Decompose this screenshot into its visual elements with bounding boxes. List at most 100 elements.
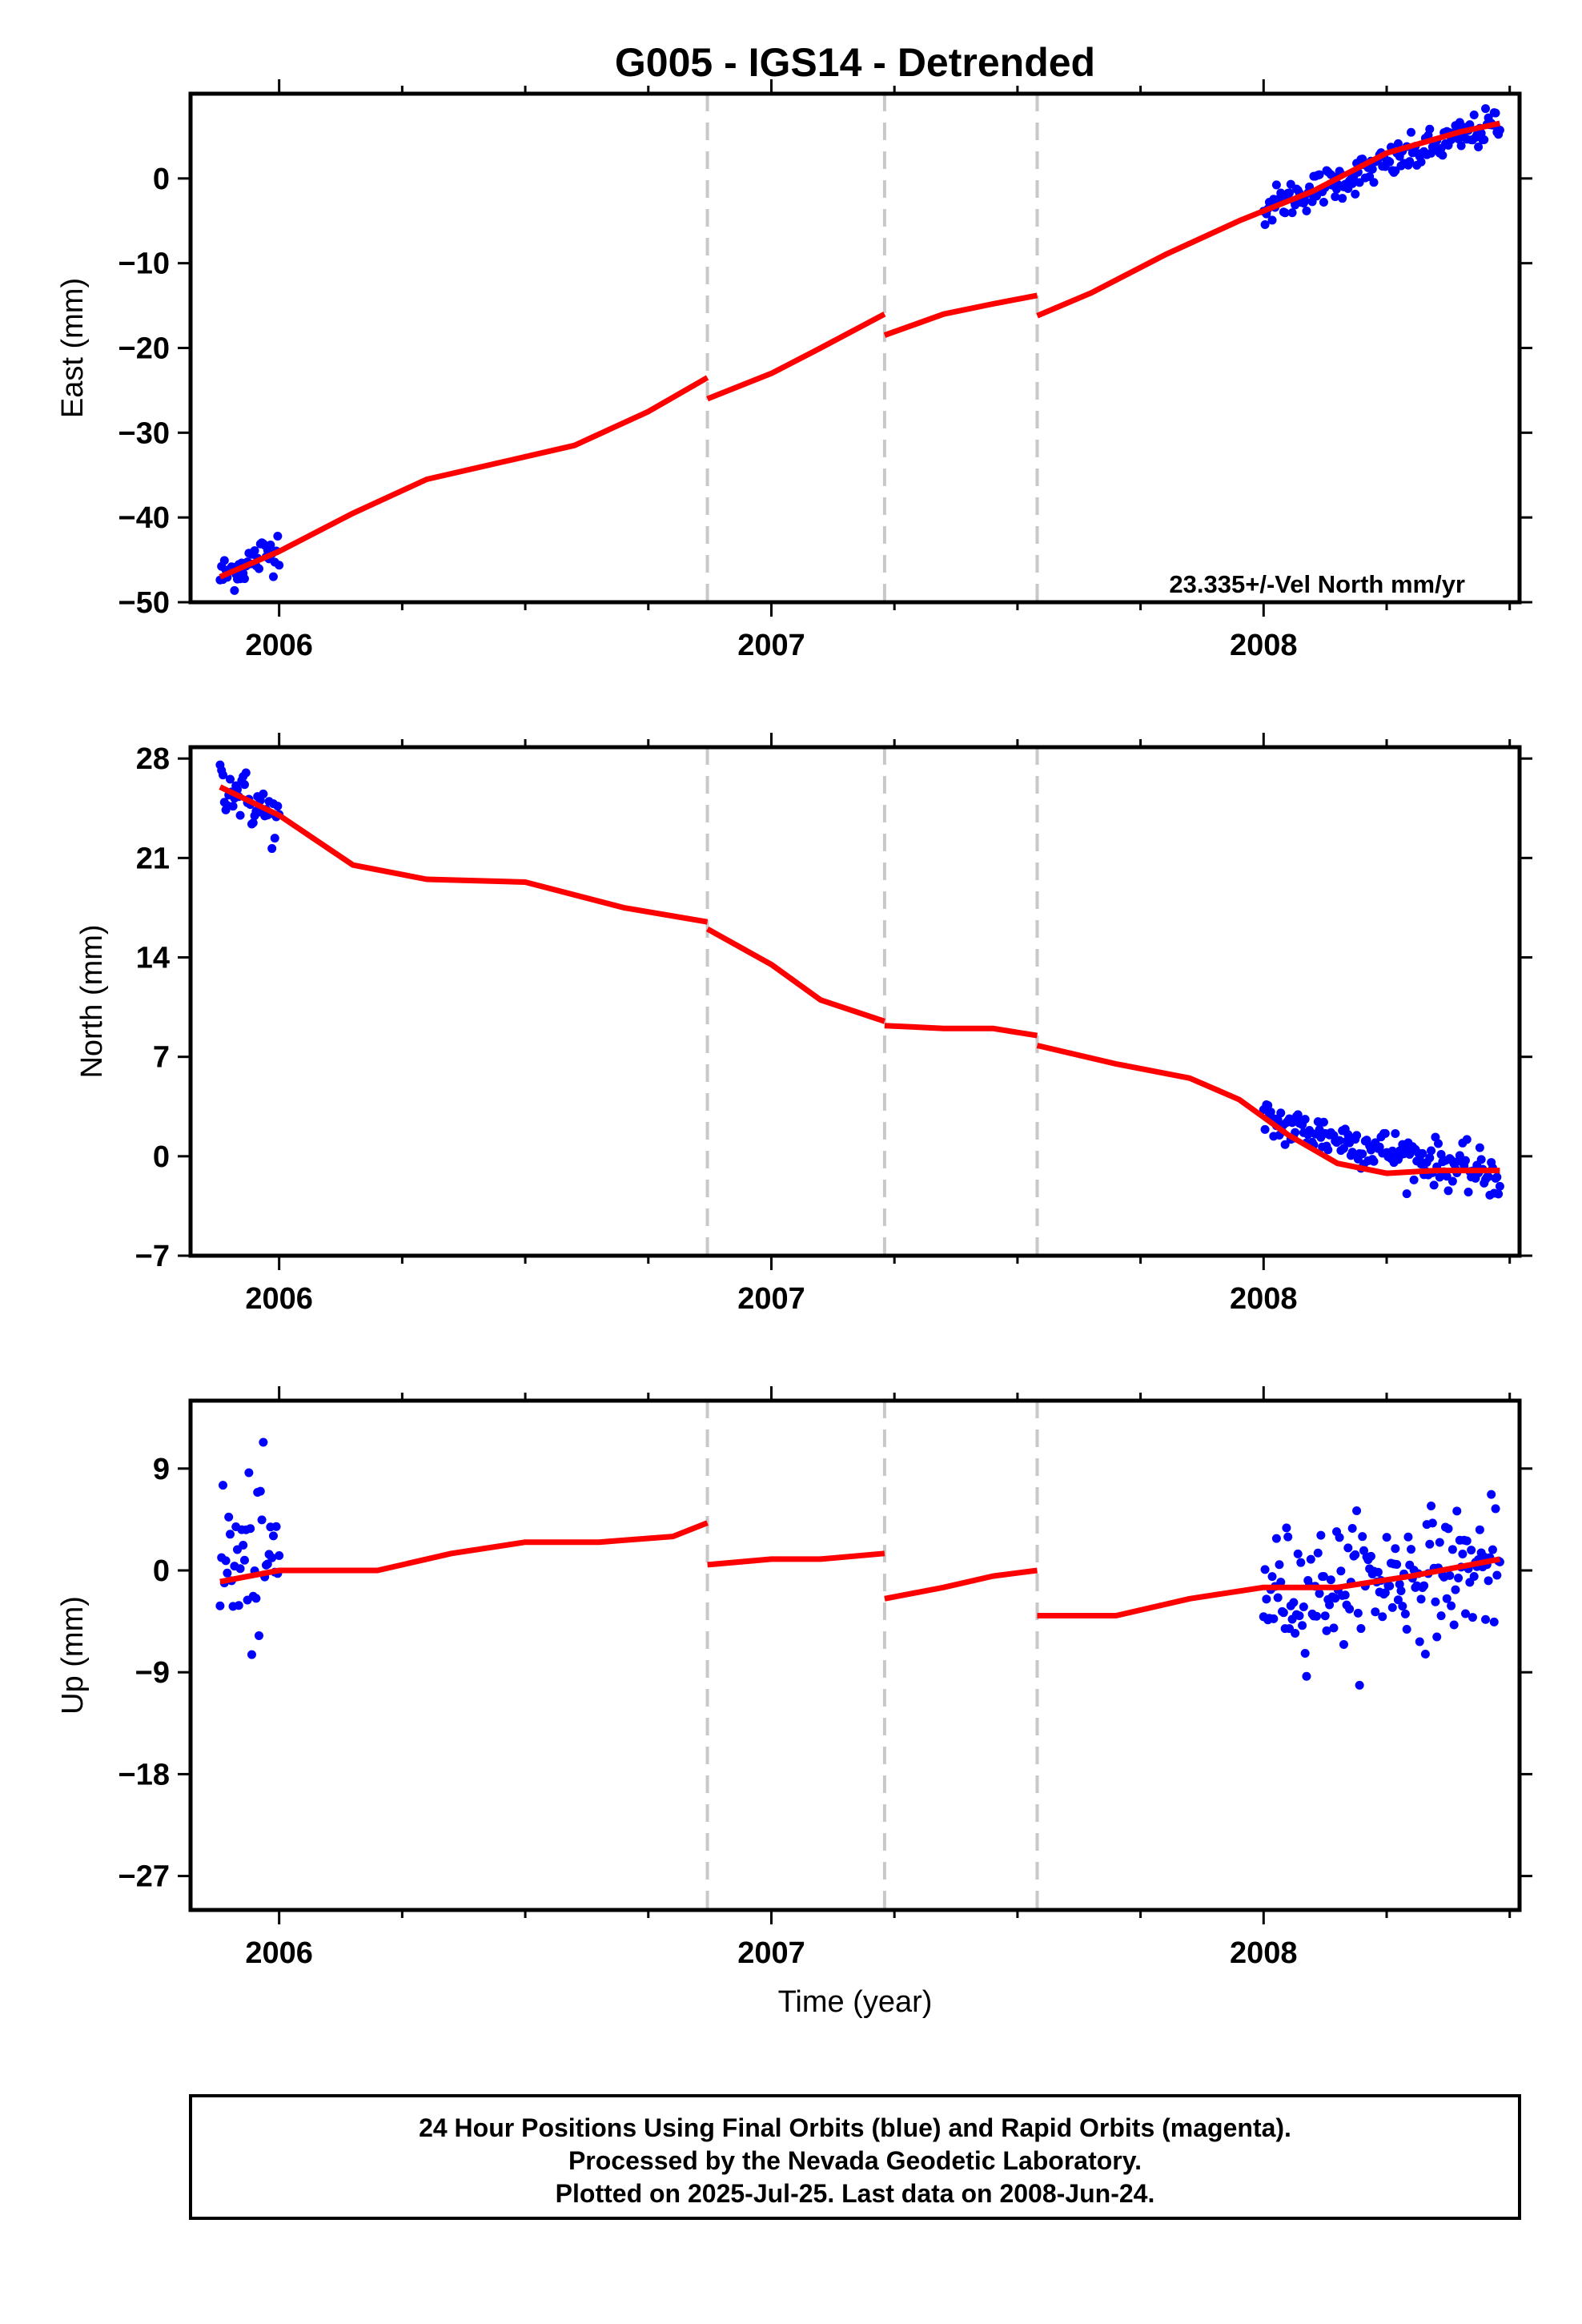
data-point [1352,1506,1362,1516]
y-tick-label: 0 [153,163,170,196]
data-point [268,1531,278,1541]
data-point [1492,1570,1502,1580]
data-point [1267,215,1277,225]
data-point [271,1522,281,1531]
data-point [1358,1149,1367,1159]
y-tick-label: 7 [153,1041,170,1075]
data-point [1283,1532,1293,1542]
data-point [1488,1545,1497,1554]
data-point [1475,1143,1484,1152]
data-point [1469,1572,1479,1582]
data-point [1491,108,1500,118]
model-line [883,292,1038,338]
east-panel: 0 −10 −20 −30 −40 −50 2006 2007 2008 East (mm) 23.… [56,79,1532,662]
data-point [1385,1581,1395,1590]
data-point [1300,1649,1310,1659]
data-point [1295,1611,1304,1621]
data-point [275,1550,284,1560]
data-point [273,802,283,811]
data-point [1279,1608,1288,1618]
data-point [1331,1594,1340,1603]
model-line [219,1520,709,1585]
data-point [1438,151,1447,160]
model-line [707,1550,885,1568]
data-points [215,104,1504,595]
data-point [1429,1180,1439,1190]
data-point [1416,1594,1426,1604]
data-point [1293,1110,1303,1120]
data-point [1320,1611,1330,1621]
data-point [1425,1153,1435,1163]
data-point [1484,1172,1493,1181]
data-point [1419,1581,1429,1590]
data-point [1369,178,1379,187]
data-point [275,561,284,570]
data-point [1287,1118,1297,1128]
model-line [1036,1043,1500,1176]
data-point [1271,1534,1281,1543]
data-point [1415,1637,1424,1647]
data-point [268,572,278,581]
data-point [1323,1145,1333,1155]
data-point [1427,1518,1437,1528]
data-point [1409,1175,1419,1184]
north-panel: 28 21 14 7 0 −7 2006 2007 2008 North (mm) [75,733,1532,1316]
data-point [1282,1523,1291,1533]
data-point [1329,1623,1339,1633]
figure-title: G005 - IGS14 - Detrended [615,40,1095,85]
data-point [223,1568,232,1578]
data-point [1311,1611,1321,1621]
data-point [1356,1624,1366,1634]
data-point [1492,1172,1502,1182]
data-point [239,1555,249,1565]
data-point [1402,1189,1411,1199]
x-tick-label: 2007 [737,1282,805,1316]
footer-line-1: 24 Hour Positions Using Final Orbits (bl… [419,2113,1291,2142]
y-tick-label: −40 [118,501,170,535]
x-tick-label: 2006 [245,1936,313,1970]
data-point [1480,135,1489,145]
data-point [1385,157,1395,167]
data-point [254,564,263,573]
velocity-annotation: 23.335+/-Vel North mm/yr [1169,570,1465,598]
y-tick-label: 0 [153,1554,170,1588]
data-point [1338,194,1347,203]
footer-line-3: Plotted on 2025-Jul-25. Last data on 200… [556,2179,1155,2208]
model-line [219,784,709,925]
data-point [1495,125,1504,135]
data-point [1299,1602,1308,1612]
data-point [1339,1639,1348,1649]
y-tick-label: −9 [135,1656,170,1690]
data-point [1347,179,1357,188]
data-point [1443,1524,1453,1534]
x-tick-label: 2006 [245,1282,313,1316]
data-point [1460,1156,1470,1165]
data-point [1371,1607,1380,1617]
data-point [255,1486,265,1496]
data-point [1464,1188,1473,1197]
data-point [1353,1608,1363,1618]
data-point [1436,1611,1446,1621]
data-point [1302,206,1311,215]
data-point [270,834,279,843]
data-point [1347,1148,1357,1157]
data-point [224,1512,234,1522]
data-point [1269,1614,1279,1623]
x-tick-label: 2007 [737,629,805,662]
data-point [1425,124,1435,134]
data-point [1456,141,1466,151]
y-tick-label: −27 [118,1860,170,1894]
data-point [1296,1558,1306,1567]
data-point [1432,1632,1442,1642]
data-point [1322,1626,1331,1635]
data-point [1260,1565,1270,1574]
data-point [1433,1139,1443,1148]
data-point [1436,1149,1446,1159]
data-point [1458,1549,1468,1558]
data-point [1273,1593,1283,1602]
data-point [1418,1148,1427,1158]
y-tick-label: 21 [136,842,170,875]
data-point [239,574,249,584]
data-point [1392,1559,1402,1569]
